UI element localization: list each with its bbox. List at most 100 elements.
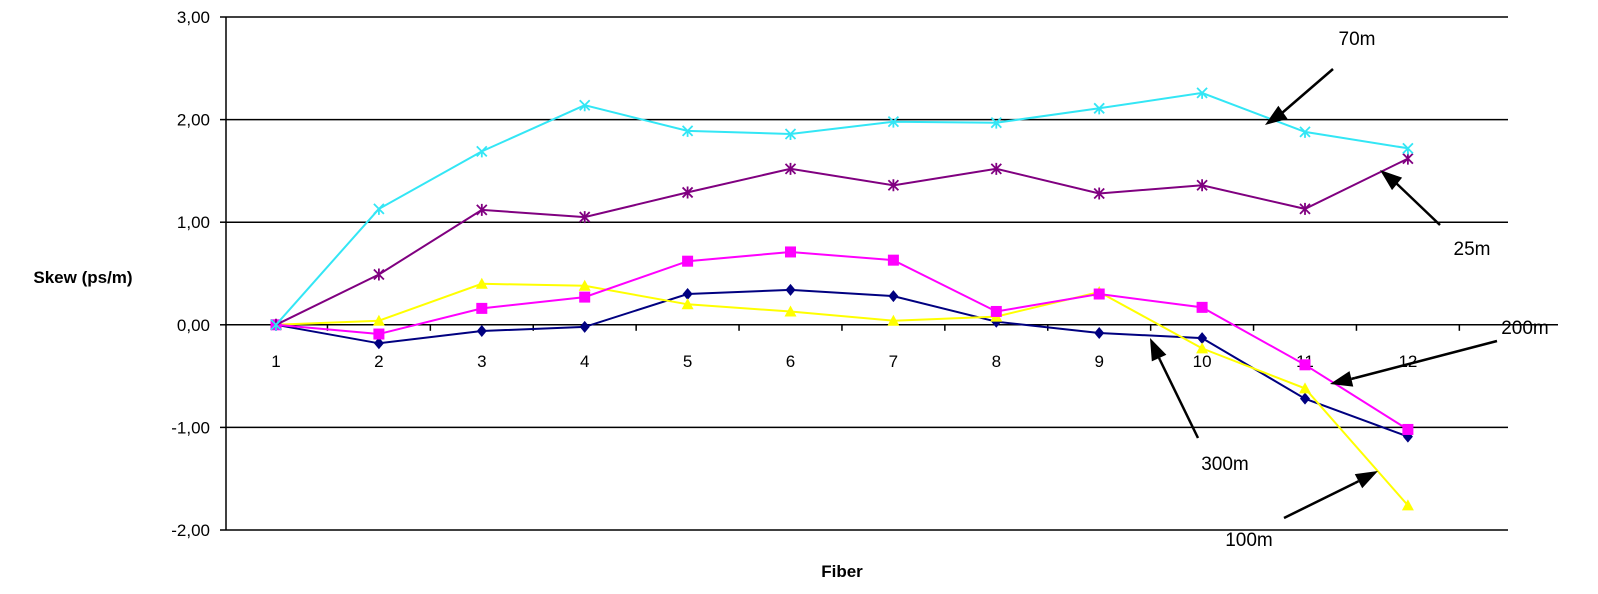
x-tick-label: 3 (477, 352, 486, 371)
data-point (1299, 359, 1311, 371)
callout-label: 200m (1501, 318, 1549, 339)
callout-arrowhead (1265, 105, 1288, 125)
y-tick-label: 2,00 (177, 111, 210, 130)
callout-annotations: 70m 25m 200m 300m 100m (1150, 29, 1549, 551)
data-point (373, 328, 385, 340)
callout-arrow-line (1395, 182, 1441, 226)
data-point (1401, 499, 1414, 511)
x-tick-label: 6 (786, 352, 795, 371)
data-point (887, 116, 900, 128)
data-point (476, 145, 488, 158)
data-point (579, 211, 591, 224)
data-point (784, 128, 797, 140)
data-point (1093, 102, 1105, 115)
callout-arrowhead (1150, 338, 1167, 362)
gridlines (226, 16, 1508, 531)
data-point (681, 125, 694, 137)
data-point (1299, 382, 1311, 394)
callout-arrow-shaft (1157, 357, 1162, 361)
data-point (1196, 87, 1208, 99)
x-tick-label: 5 (683, 352, 692, 371)
data-point (1196, 342, 1209, 354)
data-point (476, 324, 487, 337)
x-tick-label: 2 (374, 352, 383, 371)
data-point (887, 179, 900, 192)
x-tick-label: 1 (271, 352, 280, 371)
data-point (887, 314, 900, 326)
callout-arrow-shaft (1395, 182, 1398, 185)
data-point (990, 117, 1002, 129)
callout-arrow-line (1281, 68, 1334, 114)
callout-70m: 70m (1265, 29, 1375, 125)
data-point (578, 279, 591, 291)
data-point (785, 283, 796, 296)
y-axis-ticks: 3,00 2,00 1,00 0,00 -1,00 -2,00 (171, 8, 226, 540)
callout-arrow-shaft (1281, 111, 1284, 115)
callout-arrow-line (1283, 481, 1356, 520)
callout-label: 300m (1201, 454, 1249, 475)
data-point (1093, 187, 1105, 200)
axes (225, 17, 1558, 530)
y-tick-label: -2,00 (171, 521, 210, 540)
data-point (1402, 152, 1414, 165)
x-axis-label: Fiber (821, 562, 863, 581)
series-25m (270, 152, 1414, 331)
x-tick-label: 7 (889, 352, 898, 371)
x-tick-label: 10 (1193, 352, 1212, 371)
data-point (476, 203, 488, 216)
data-point (990, 305, 1002, 317)
data-point (372, 314, 385, 326)
series-200m (270, 246, 1414, 435)
callout-arrow-line (1158, 359, 1200, 439)
series-line (275, 250, 1409, 431)
x-axis-ticks: 123456789101112 (271, 324, 1461, 371)
data-point (784, 162, 797, 175)
y-tick-label: 1,00 (177, 213, 210, 232)
data-point (785, 246, 796, 258)
y-tick-label: 0,00 (177, 316, 210, 335)
data-point (1402, 142, 1414, 155)
callout-200m: 200m (1330, 318, 1549, 387)
y-tick-label: -1,00 (171, 418, 210, 437)
data-point (270, 319, 282, 331)
x-tick-label: 4 (580, 352, 589, 371)
data-point (887, 254, 899, 266)
data-point (579, 291, 591, 303)
data-point (373, 203, 385, 215)
data-point (1197, 332, 1208, 345)
data-point (1094, 327, 1105, 340)
data-point (1300, 392, 1310, 405)
data-point (784, 305, 797, 317)
data-point (888, 290, 899, 303)
data-point (1196, 301, 1208, 313)
callout-arrow-shaft (1354, 480, 1360, 485)
callout-label: 25m (1454, 239, 1491, 260)
series-lines (270, 87, 1414, 511)
data-point (990, 162, 1002, 175)
series-line (275, 288, 1409, 438)
data-point (579, 320, 590, 333)
callout-arrow-line (1354, 339, 1498, 380)
series-line (275, 157, 1409, 326)
y-axis-label: Skew (ps/m) (33, 268, 132, 287)
series-70m (270, 87, 1414, 331)
data-point (682, 255, 694, 267)
data-point (373, 268, 385, 281)
data-point (681, 298, 694, 310)
data-point (1196, 179, 1208, 192)
data-point (476, 302, 488, 314)
series-100m (270, 277, 1414, 511)
callout-arrow-shaft (1351, 376, 1356, 381)
data-point (1093, 288, 1105, 300)
callout-label: 70m (1339, 29, 1376, 50)
callout-100m: 100m (1225, 471, 1378, 551)
series-line (275, 91, 1409, 326)
data-point (682, 288, 693, 301)
data-point (373, 337, 384, 350)
data-point (1402, 423, 1414, 435)
data-point (475, 277, 488, 289)
callout-25m: 25m (1380, 170, 1490, 260)
callout-arrowhead (1380, 170, 1403, 191)
x-tick-label: 9 (1094, 352, 1103, 371)
